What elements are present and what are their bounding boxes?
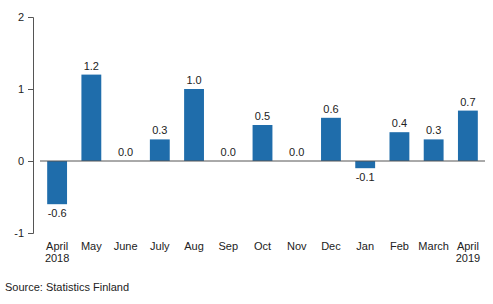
x-tick-label-line: Aug: [184, 240, 204, 252]
bar: [321, 118, 341, 161]
source-note: Source: Statistics Finland: [5, 281, 129, 293]
bar: [184, 89, 204, 161]
x-tick: Feb: [390, 240, 409, 252]
x-tick-label: Oct: [254, 240, 271, 252]
bar: [424, 139, 444, 161]
x-tick-label: Nov: [287, 240, 307, 252]
data-label: 0.7: [460, 96, 475, 108]
x-tick: Oct: [254, 240, 271, 252]
data-labels: -0.6 1.2 0.0 0.3 1.0 0.0 0.5 0.0 0.6 -0.1 0.4 0.3 0.…: [48, 60, 476, 220]
y-tick-label: -1: [14, 227, 24, 239]
x-tick-label-line: May: [81, 240, 102, 252]
x-tick-label-line: Sep: [218, 240, 238, 252]
y-tick-mark: [28, 17, 33, 18]
y-tick-label: 2: [18, 11, 24, 23]
data-label: 1.0: [186, 74, 201, 86]
x-tick: Sep: [218, 240, 238, 252]
y-tick: 2: [18, 11, 33, 23]
x-tick: Dec: [321, 240, 341, 252]
x-tick: April2019: [456, 240, 480, 265]
baseline: [40, 161, 485, 162]
x-tick-label-line: June: [114, 240, 138, 252]
x-tick-label-line: Dec: [321, 240, 341, 252]
data-label: 0.6: [323, 103, 338, 115]
y-axis-line: [28, 18, 34, 234]
x-tick-label: Feb: [390, 240, 409, 252]
x-tick-label-line: Nov: [287, 240, 307, 252]
data-label: 0.4: [392, 117, 407, 129]
x-tick-label-line: Feb: [390, 240, 409, 252]
y-tick-mark: [28, 161, 33, 162]
x-tick: Aug: [184, 240, 204, 252]
y-tick-label: 1: [18, 83, 24, 95]
bar: [389, 132, 409, 161]
x-tick-label: May: [81, 240, 102, 252]
x-tick: Nov: [287, 240, 307, 252]
x-tick-label: April2019: [456, 240, 480, 265]
x-tick-label-line: April: [457, 240, 479, 252]
x-tick-label: Dec: [321, 240, 341, 252]
x-tick-label-line: Oct: [254, 240, 271, 252]
data-label: 0.0: [221, 146, 236, 158]
x-tick-label-line: 2019: [456, 252, 480, 264]
data-label: 0.3: [426, 124, 441, 136]
x-tick-label-line: April: [46, 240, 68, 252]
x-tick-label: June: [114, 240, 138, 252]
bar: [81, 75, 101, 161]
bar: [253, 125, 273, 161]
y-tick: 1: [18, 83, 33, 95]
data-label: 0.0: [118, 146, 133, 158]
x-tick: April2018: [45, 240, 69, 265]
y-tick: 0: [18, 155, 33, 167]
bar: [355, 161, 375, 168]
x-tick-label-line: July: [150, 240, 170, 252]
data-label: 0.0: [289, 146, 304, 158]
y-tick-label: 0: [18, 155, 24, 167]
y-axis: -1 0 1 2: [14, 11, 33, 239]
bar: [150, 139, 170, 161]
data-label: 0.5: [255, 110, 270, 122]
x-tick: July: [150, 240, 170, 252]
plot: -1 0 1 2 -0.6 1.2 0.0 0.3 1.0 0.0 0.5 0.0 0.6 -0.1 0.4…: [14, 11, 485, 264]
x-tick-label-line: 2018: [45, 252, 69, 264]
x-tick-label: Sep: [218, 240, 238, 252]
bar: [47, 161, 67, 204]
data-label: 1.2: [84, 60, 99, 72]
x-tick-label: March: [418, 240, 449, 252]
y-tick: -1: [14, 227, 33, 239]
y-tick-mark: [28, 89, 33, 90]
x-tick: May: [81, 240, 102, 252]
x-tick-label: Aug: [184, 240, 204, 252]
x-tick-label: July: [150, 240, 170, 252]
bars: [47, 75, 478, 205]
data-label: -0.6: [48, 207, 67, 219]
x-tick-label: April2018: [45, 240, 69, 265]
x-tick-label-line: March: [418, 240, 449, 252]
x-axis: April2018MayJuneJulyAugSepOctNovDecJanFe…: [45, 240, 480, 265]
chart: -1 0 1 2 -0.6 1.2 0.0 0.3 1.0 0.0 0.5 0.0 0.6 -0.1 0.4…: [0, 0, 493, 304]
x-tick: Jan: [356, 240, 374, 252]
bar: [458, 111, 478, 161]
x-tick: March: [418, 240, 449, 252]
x-tick-label: Jan: [356, 240, 374, 252]
x-tick-label-line: Jan: [356, 240, 374, 252]
x-tick: June: [114, 240, 138, 252]
y-tick-mark: [28, 233, 33, 234]
data-label: 0.3: [152, 124, 167, 136]
data-label: -0.1: [356, 171, 375, 183]
